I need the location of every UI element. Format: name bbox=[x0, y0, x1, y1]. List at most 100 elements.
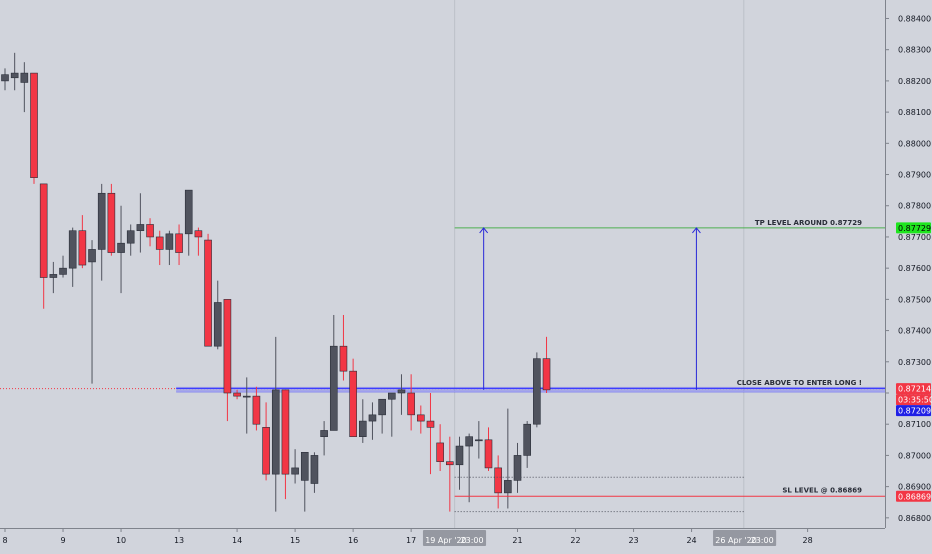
sl-price-badge[interactable]: 0.86869 bbox=[896, 490, 931, 502]
candle[interactable] bbox=[320, 421, 328, 456]
candle[interactable] bbox=[436, 424, 444, 472]
price-tick-label: 0.87800 bbox=[898, 202, 931, 211]
candle-body bbox=[68, 230, 77, 269]
candle[interactable] bbox=[68, 227, 77, 287]
candle-body bbox=[417, 414, 425, 422]
candle[interactable] bbox=[513, 442, 522, 493]
candle[interactable] bbox=[213, 280, 222, 350]
candle-body bbox=[175, 233, 183, 253]
candle[interactable] bbox=[426, 392, 435, 475]
candle[interactable] bbox=[291, 449, 299, 484]
candle-body bbox=[358, 420, 367, 437]
candle[interactable] bbox=[397, 374, 406, 415]
candle[interactable] bbox=[378, 398, 386, 434]
candle[interactable] bbox=[175, 224, 183, 266]
bar-countdown-badge-text: 03:35:50 bbox=[898, 396, 932, 405]
price-tick-label: 0.87500 bbox=[898, 295, 931, 304]
candle-body bbox=[242, 395, 251, 398]
sl-price-badge-text: 0.86869 bbox=[898, 492, 931, 501]
candle[interactable] bbox=[281, 389, 290, 500]
candle-body bbox=[184, 189, 193, 235]
candle[interactable] bbox=[97, 183, 106, 281]
candle-body bbox=[233, 392, 241, 397]
candle[interactable] bbox=[107, 183, 116, 256]
candle[interactable] bbox=[78, 215, 87, 269]
bid-price-badge[interactable]: 0.87209 bbox=[896, 405, 931, 417]
tp-level-label: TP LEVEL AROUND 0.87729 bbox=[755, 219, 862, 227]
candle[interactable] bbox=[368, 402, 377, 440]
price-tick-label: 0.88400 bbox=[898, 14, 931, 23]
candle[interactable] bbox=[30, 72, 38, 184]
target-arrow[interactable] bbox=[479, 227, 489, 390]
time-tick-label: 17 bbox=[406, 536, 416, 545]
candle-body bbox=[271, 389, 280, 475]
candle[interactable] bbox=[271, 336, 280, 512]
candle[interactable] bbox=[155, 230, 164, 266]
candle[interactable] bbox=[165, 230, 174, 266]
price-axis[interactable]: 0.88400 0.88300 0.88200 0.88100 0.88000 0.879… bbox=[885, 0, 932, 554]
candle[interactable] bbox=[194, 227, 203, 256]
candle-body bbox=[39, 183, 48, 278]
candle[interactable] bbox=[533, 352, 541, 428]
candle[interactable] bbox=[523, 421, 531, 468]
candle[interactable] bbox=[475, 421, 483, 459]
candle[interactable] bbox=[542, 336, 551, 393]
candle[interactable] bbox=[117, 205, 125, 294]
candle[interactable] bbox=[484, 427, 493, 472]
candle[interactable] bbox=[349, 358, 357, 437]
candle[interactable] bbox=[223, 299, 232, 422]
current-price-badge[interactable]: 0.87214 bbox=[896, 383, 931, 395]
candle[interactable] bbox=[339, 314, 348, 381]
candle[interactable] bbox=[126, 224, 135, 256]
candle[interactable] bbox=[504, 408, 512, 509]
candle[interactable] bbox=[59, 255, 67, 278]
current-price-badge-bg bbox=[896, 383, 931, 395]
candle[interactable] bbox=[242, 377, 251, 434]
price-tick-label: 0.88000 bbox=[898, 139, 931, 148]
candle[interactable] bbox=[20, 62, 29, 113]
candle[interactable] bbox=[310, 452, 319, 493]
bar-countdown-badge[interactable]: 03:35:50 bbox=[896, 394, 932, 406]
candle[interactable] bbox=[39, 183, 48, 309]
candle[interactable] bbox=[465, 433, 473, 503]
candle[interactable] bbox=[49, 261, 58, 294]
time-tick-label: 15 bbox=[290, 536, 300, 545]
candle[interactable] bbox=[88, 240, 96, 384]
candle[interactable] bbox=[358, 399, 367, 443]
candle[interactable] bbox=[252, 386, 261, 431]
candle-body bbox=[378, 398, 386, 416]
candle[interactable] bbox=[262, 402, 270, 481]
target-arrow[interactable] bbox=[692, 227, 701, 390]
candle[interactable] bbox=[1, 68, 9, 91]
candle-body bbox=[387, 392, 396, 400]
candle[interactable] bbox=[455, 436, 464, 490]
entry-zone-band[interactable] bbox=[176, 386, 885, 393]
candle-body bbox=[475, 439, 483, 442]
price-tick-label: 0.88300 bbox=[898, 46, 931, 55]
candle-body bbox=[446, 461, 454, 466]
time-crosshair-date: 19 Apr '20 bbox=[425, 536, 466, 545]
candle[interactable] bbox=[233, 389, 241, 400]
candle[interactable] bbox=[146, 218, 154, 247]
candle-body bbox=[155, 236, 164, 250]
candle-body bbox=[465, 436, 473, 447]
candle[interactable] bbox=[10, 52, 19, 91]
candle[interactable] bbox=[407, 374, 415, 431]
candle[interactable] bbox=[136, 193, 145, 253]
candle[interactable] bbox=[204, 233, 212, 347]
candle[interactable] bbox=[387, 392, 396, 437]
candle[interactable] bbox=[417, 405, 425, 434]
candle[interactable] bbox=[329, 314, 338, 431]
candle[interactable] bbox=[494, 455, 502, 509]
tp-price-badge[interactable]: 0.87729 bbox=[896, 222, 931, 234]
candle-body bbox=[513, 455, 522, 481]
candle[interactable] bbox=[300, 451, 309, 512]
time-tick-label: 24 bbox=[686, 536, 696, 545]
candle[interactable] bbox=[446, 436, 454, 512]
candle[interactable] bbox=[184, 189, 193, 256]
